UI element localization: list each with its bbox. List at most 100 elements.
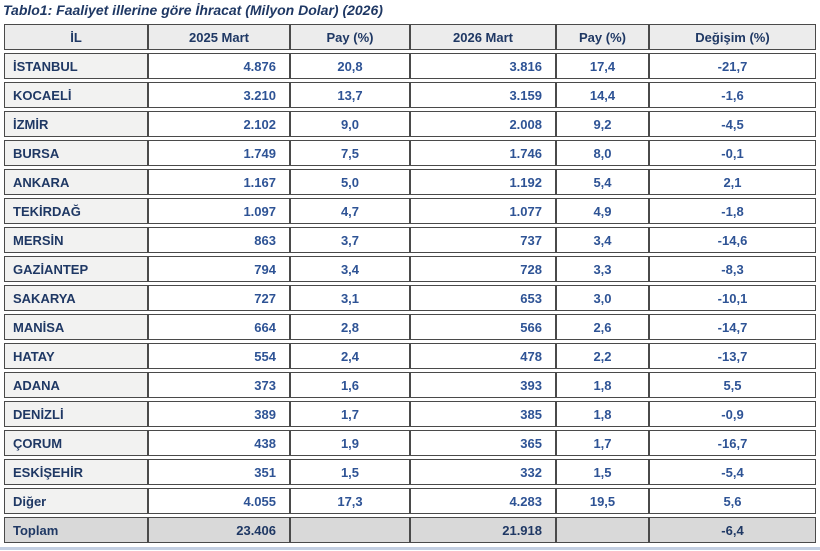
value-2025-cell: 351 [148, 459, 290, 485]
value-2025-cell: 23.406 [148, 517, 290, 543]
province-cell: ADANA [4, 372, 148, 398]
province-cell: GAZİANTEP [4, 256, 148, 282]
pay-2025-cell: 13,7 [290, 82, 410, 108]
pay-2026-cell: 9,2 [556, 111, 649, 137]
table-title: Tablo1: Faaliyet illerine göre İhracat (… [3, 2, 383, 18]
value-2025-cell: 3.210 [148, 82, 290, 108]
pay-2025-cell: 5,0 [290, 169, 410, 195]
pay-2026-cell: 1,7 [556, 430, 649, 456]
value-2025-cell: 863 [148, 227, 290, 253]
pay-2025-cell: 1,7 [290, 401, 410, 427]
value-2025-cell: 2.102 [148, 111, 290, 137]
table-body: İSTANBUL 4.876 20,8 3.816 17,4 -21,7 KOCAELİ 3.… [4, 53, 816, 543]
export-table: İL 2025 Mart Pay (%) 2026 Mart Pay (%) D… [4, 21, 816, 546]
pay-2025-cell: 3,7 [290, 227, 410, 253]
total-row: Toplam 23.406 21.918 -6,4 [4, 517, 816, 543]
pay-2026-cell [556, 517, 649, 543]
value-2026-cell: 393 [410, 372, 556, 398]
change-cell: 5,6 [649, 488, 816, 514]
province-cell: HATAY [4, 343, 148, 369]
column-header-pay-2026: Pay (%) [556, 24, 649, 50]
value-2026-cell: 21.918 [410, 517, 556, 543]
value-2025-cell: 1.097 [148, 198, 290, 224]
column-header-2025-mart: 2025 Mart [148, 24, 290, 50]
pay-2026-cell: 1,5 [556, 459, 649, 485]
column-header-pay-2025: Pay (%) [290, 24, 410, 50]
pay-2025-cell: 1,5 [290, 459, 410, 485]
pay-2025-cell: 3,1 [290, 285, 410, 311]
table-row: Diğer 4.055 17,3 4.283 19,5 5,6 [4, 488, 816, 514]
table-row: ÇORUM 438 1,9 365 1,7 -16,7 [4, 430, 816, 456]
table-row: MANİSA 664 2,8 566 2,6 -14,7 [4, 314, 816, 340]
pay-2025-cell: 2,8 [290, 314, 410, 340]
change-cell: -8,3 [649, 256, 816, 282]
pay-2025-cell: 1,9 [290, 430, 410, 456]
value-2026-cell: 365 [410, 430, 556, 456]
table-row: GAZİANTEP 794 3,4 728 3,3 -8,3 [4, 256, 816, 282]
pay-2026-cell: 2,6 [556, 314, 649, 340]
pay-2025-cell: 2,4 [290, 343, 410, 369]
change-cell: -10,1 [649, 285, 816, 311]
change-cell: -0,1 [649, 140, 816, 166]
value-2026-cell: 1.192 [410, 169, 556, 195]
value-2026-cell: 653 [410, 285, 556, 311]
province-cell: KOCAELİ [4, 82, 148, 108]
table-row: ESKİŞEHİR 351 1,5 332 1,5 -5,4 [4, 459, 816, 485]
value-2025-cell: 1.167 [148, 169, 290, 195]
change-cell: -14,6 [649, 227, 816, 253]
change-cell: -14,7 [649, 314, 816, 340]
pay-2025-cell: 9,0 [290, 111, 410, 137]
change-cell: -21,7 [649, 53, 816, 79]
pay-2025-cell: 4,7 [290, 198, 410, 224]
pay-2026-cell: 1,8 [556, 401, 649, 427]
pay-2026-cell: 19,5 [556, 488, 649, 514]
pay-2026-cell: 17,4 [556, 53, 649, 79]
bottom-divider [0, 547, 820, 550]
table-row: İZMİR 2.102 9,0 2.008 9,2 -4,5 [4, 111, 816, 137]
change-cell: 5,5 [649, 372, 816, 398]
value-2025-cell: 1.749 [148, 140, 290, 166]
value-2025-cell: 727 [148, 285, 290, 311]
change-cell: -13,7 [649, 343, 816, 369]
value-2026-cell: 478 [410, 343, 556, 369]
value-2025-cell: 373 [148, 372, 290, 398]
change-cell: -5,4 [649, 459, 816, 485]
table-row: ADANA 373 1,6 393 1,8 5,5 [4, 372, 816, 398]
table-row: SAKARYA 727 3,1 653 3,0 -10,1 [4, 285, 816, 311]
change-cell: -0,9 [649, 401, 816, 427]
column-header-degisim: Değişim (%) [649, 24, 816, 50]
value-2026-cell: 385 [410, 401, 556, 427]
pay-2026-cell: 1,8 [556, 372, 649, 398]
value-2026-cell: 737 [410, 227, 556, 253]
value-2026-cell: 3.159 [410, 82, 556, 108]
province-cell: BURSA [4, 140, 148, 166]
pay-2025-cell: 17,3 [290, 488, 410, 514]
province-cell: Diğer [4, 488, 148, 514]
province-cell: DENİZLİ [4, 401, 148, 427]
change-cell: 2,1 [649, 169, 816, 195]
table-row: MERSİN 863 3,7 737 3,4 -14,6 [4, 227, 816, 253]
pay-2025-cell: 3,4 [290, 256, 410, 282]
province-cell: ESKİŞEHİR [4, 459, 148, 485]
pay-2026-cell: 3,4 [556, 227, 649, 253]
value-2026-cell: 1.077 [410, 198, 556, 224]
value-2025-cell: 554 [148, 343, 290, 369]
value-2025-cell: 794 [148, 256, 290, 282]
pay-2026-cell: 8,0 [556, 140, 649, 166]
column-header-2026-mart: 2026 Mart [410, 24, 556, 50]
table-row: ANKARA 1.167 5,0 1.192 5,4 2,1 [4, 169, 816, 195]
value-2025-cell: 389 [148, 401, 290, 427]
value-2025-cell: 4.055 [148, 488, 290, 514]
change-cell: -6,4 [649, 517, 816, 543]
province-cell: Toplam [4, 517, 148, 543]
province-cell: MERSİN [4, 227, 148, 253]
pay-2025-cell [290, 517, 410, 543]
province-cell: İSTANBUL [4, 53, 148, 79]
value-2026-cell: 728 [410, 256, 556, 282]
table-row: TEKİRDAĞ 1.097 4,7 1.077 4,9 -1,8 [4, 198, 816, 224]
change-cell: -4,5 [649, 111, 816, 137]
pay-2026-cell: 2,2 [556, 343, 649, 369]
pay-2026-cell: 3,3 [556, 256, 649, 282]
pay-2025-cell: 20,8 [290, 53, 410, 79]
value-2025-cell: 4.876 [148, 53, 290, 79]
